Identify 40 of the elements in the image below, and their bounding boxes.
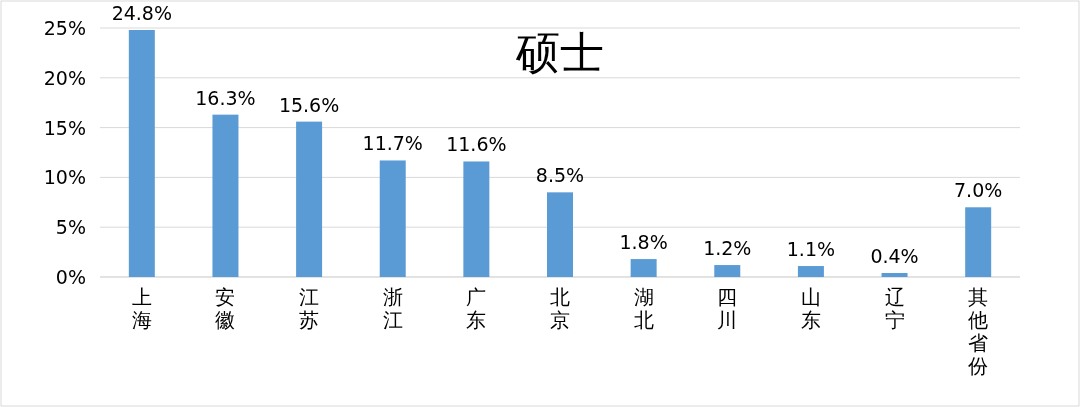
x-tick-label: 湖北 [633, 285, 654, 332]
data-label: 15.6% [278, 93, 340, 116]
x-tick-label: 安徽 [215, 285, 236, 332]
chart-title: 硕士 [515, 27, 604, 78]
bar [379, 160, 406, 277]
data-label: 1.2% [703, 237, 752, 260]
x-tick-label: 浙江 [382, 285, 403, 332]
data-label: 16.3% [195, 86, 256, 109]
data-label: 7.0% [954, 179, 1003, 202]
y-tick-label: 15% [43, 116, 86, 139]
bar [965, 207, 992, 277]
data-label: 8.5% [535, 164, 585, 187]
x-tick-label: 江苏 [299, 285, 320, 332]
y-tick-label: 10% [43, 166, 86, 189]
data-label: 1.8% [619, 231, 668, 254]
data-label: 1.1% [786, 238, 836, 261]
bar [881, 273, 908, 277]
x-tick-label: 山东 [800, 285, 821, 332]
data-label: 11.6% [446, 133, 507, 156]
y-tick-label: 20% [43, 66, 86, 89]
y-tick-label: 25% [43, 17, 86, 39]
x-tick-label: 其他省份 [968, 285, 989, 378]
bar [463, 161, 490, 277]
y-tick-label: 5% [55, 216, 86, 239]
x-tick-label: 北京 [550, 285, 570, 332]
bar [797, 266, 824, 277]
bar [630, 259, 657, 277]
x-tick-label: 辽宁 [884, 285, 905, 332]
bar [212, 114, 239, 277]
bar [714, 265, 741, 277]
bar [296, 121, 323, 277]
data-label: 24.8% [111, 1, 172, 24]
data-label: 11.7% [362, 132, 423, 155]
y-tick-label: 0% [55, 266, 86, 288]
bar [128, 29, 155, 277]
x-tick-label: 上海 [131, 285, 152, 332]
x-tick-label: 广东 [466, 285, 487, 332]
bar [547, 192, 573, 277]
data-label: 0.4% [870, 245, 919, 268]
x-tick-label: 四川 [717, 285, 738, 332]
